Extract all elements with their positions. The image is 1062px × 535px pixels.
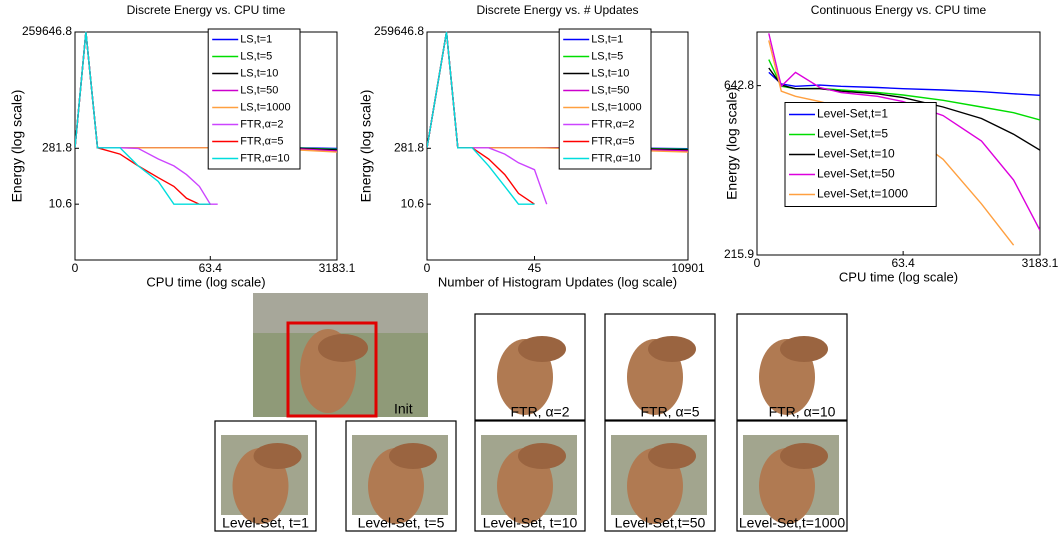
- y-axis-label: Energy (log scale): [724, 87, 740, 200]
- image-label: Level-Set,t=50: [615, 515, 706, 531]
- y-tick-label: 642.8: [724, 78, 754, 92]
- llama-head: [648, 336, 696, 362]
- chart-title: Continuous Energy vs. CPU time: [811, 3, 987, 17]
- y-tick-label: 259646.8: [374, 24, 424, 38]
- x-tick-label: 45: [528, 261, 542, 275]
- x-tick-label: 0: [754, 256, 761, 270]
- image-label: Level-Set, t=1: [222, 515, 309, 531]
- x-axis-label: CPU time (log scale): [146, 274, 265, 289]
- legend-label: FTR,α=5: [591, 135, 634, 147]
- photo-sky: [253, 293, 428, 333]
- legend-label: LS,t=50: [591, 84, 629, 96]
- image-label: Level-Set, t=10: [483, 515, 578, 531]
- legend-label: Level-Set,t=50: [817, 167, 895, 181]
- legend-label: Level-Set,t=10: [817, 147, 895, 161]
- image-label: FTR, α=10: [769, 404, 836, 420]
- series-line: [427, 31, 535, 205]
- image-panel: FTR, α=10: [736, 313, 848, 421]
- x-tick-label: 0: [72, 261, 79, 275]
- y-tick-label: 281.8: [42, 140, 72, 154]
- x-axis-label: Number of Histogram Updates (log scale): [438, 274, 677, 289]
- y-tick-label: 10.6: [401, 196, 425, 210]
- image-panel: Level-Set,t=1000: [736, 420, 848, 532]
- y-axis-label: Energy (log scale): [9, 90, 25, 203]
- image-panel: Level-Set, t=1: [214, 420, 317, 532]
- legend-label: LS,t=10: [591, 67, 629, 79]
- legend-label: FTR,α=2: [591, 118, 634, 130]
- llama-head: [780, 443, 828, 469]
- image-panel: Level-Set, t=10: [474, 420, 586, 532]
- y-axis-label: Energy (log scale): [358, 90, 374, 203]
- legend-label: LS,t=1000: [240, 101, 290, 113]
- legend-label: LS,t=1: [591, 33, 623, 45]
- x-tick-label: 63.4: [891, 256, 915, 270]
- llama-head: [518, 336, 566, 362]
- x-tick-label: 10901: [671, 261, 705, 275]
- image-panel: Init: [253, 293, 428, 418]
- legend-box: [558, 28, 652, 170]
- series-line: [75, 31, 211, 205]
- llama-head: [780, 336, 828, 362]
- llama-head: [253, 443, 302, 469]
- legend-label: LS,t=10: [240, 67, 278, 79]
- image-label: FTR, α=2: [510, 404, 569, 420]
- llama-head: [389, 443, 437, 469]
- chart-title: Discrete Energy vs. CPU time: [127, 3, 286, 17]
- image-label: Init: [394, 401, 413, 417]
- legend: LS,t=1 LS,t=5 LS,t=10 LS,t=50 LS,t=1000 FTR,α…: [207, 28, 301, 170]
- image-label: Level-Set, t=5: [358, 515, 445, 531]
- y-tick-label: 10.6: [49, 196, 73, 210]
- legend-label: LS,t=5: [591, 50, 623, 62]
- x-tick-label: 0: [424, 261, 431, 275]
- x-tick-label: 63.4: [199, 261, 223, 275]
- x-tick-label: 3183.1: [1022, 256, 1059, 270]
- legend: LS,t=1 LS,t=5 LS,t=10 LS,t=50 LS,t=1000 FTR,α…: [558, 28, 652, 170]
- llama-head: [518, 443, 566, 469]
- series-line: [768, 67, 1040, 151]
- legend-box: [207, 28, 301, 170]
- x-axis-label: CPU time (log scale): [839, 269, 958, 284]
- image-label: FTR, α=5: [640, 404, 699, 420]
- legend-label: FTR,α=5: [240, 135, 283, 147]
- legend-label: LS,t=50: [240, 84, 278, 96]
- init-box: [286, 321, 378, 418]
- legend-label: Level-Set,t=1000: [817, 187, 908, 201]
- legend-label: LS,t=5: [240, 50, 272, 62]
- y-tick-label: 259646.8: [22, 24, 72, 38]
- legend-label: LS,t=1: [240, 33, 272, 45]
- image-label: Level-Set,t=1000: [739, 515, 845, 531]
- llama-head: [318, 334, 368, 362]
- image-panel: FTR, α=2: [474, 313, 586, 421]
- image-panel: Level-Set,t=50: [604, 420, 716, 532]
- x-tick-label: 3183.1: [319, 261, 356, 275]
- chart-title: Discrete Energy vs. # Updates: [476, 3, 638, 17]
- y-tick-label: 281.8: [394, 140, 424, 154]
- y-tick-label: 215.9: [724, 247, 754, 261]
- legend: Level-Set,t=1 Level-Set,t=5 Level-Set,t=10…: [784, 102, 937, 207]
- legend-label: Level-Set,t=5: [817, 127, 888, 141]
- series-line: [768, 33, 1040, 231]
- image-panel: Level-Set, t=5: [345, 420, 457, 532]
- legend-label: FTR,α=10: [591, 152, 640, 164]
- legend-label: FTR,α=2: [240, 118, 283, 130]
- series-line: [768, 71, 1040, 96]
- legend-label: LS,t=1000: [591, 101, 641, 113]
- legend-label: FTR,α=10: [240, 152, 289, 164]
- llama-head: [648, 443, 696, 469]
- legend-label: Level-Set,t=1: [817, 107, 888, 121]
- image-panel: FTR, α=5: [604, 313, 716, 421]
